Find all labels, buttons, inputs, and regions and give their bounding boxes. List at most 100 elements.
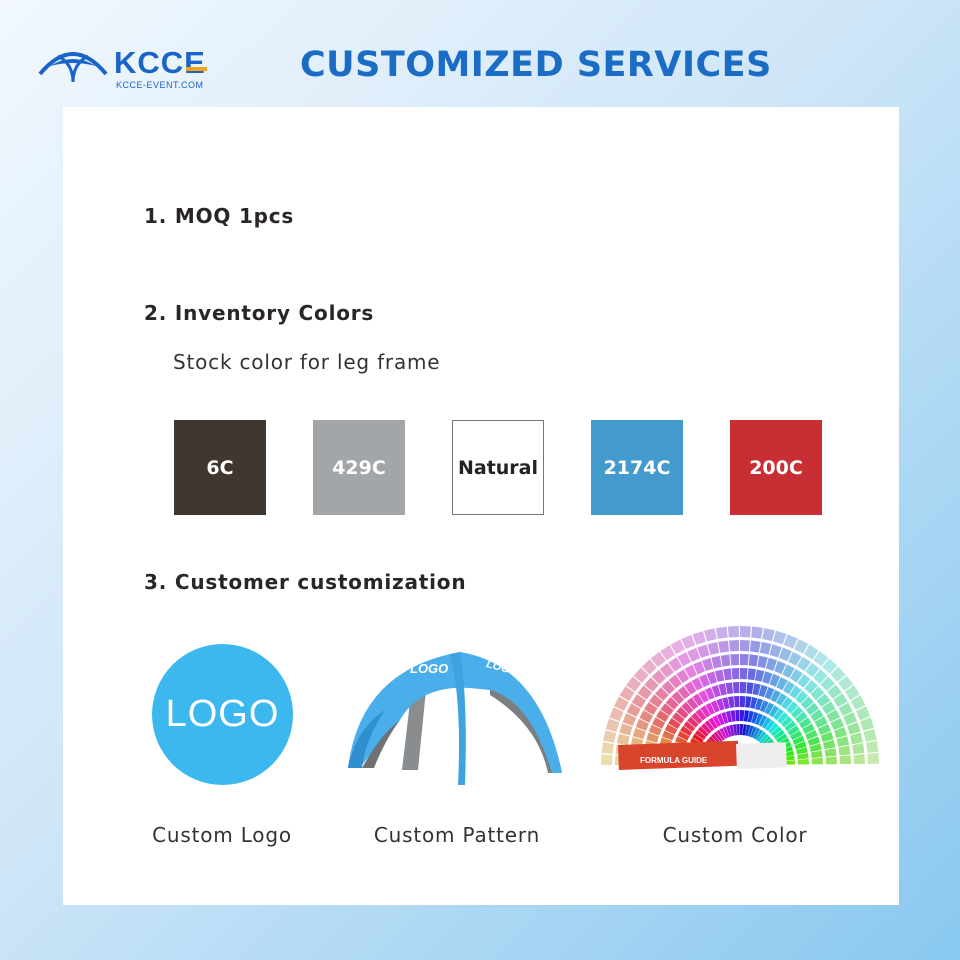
fan-swatch — [788, 651, 802, 666]
fan-swatch — [641, 659, 657, 675]
fan-swatch — [603, 730, 617, 743]
fan-swatch — [755, 698, 763, 711]
fan-swatch — [687, 647, 701, 662]
fan-swatch — [671, 691, 685, 705]
fan-swatch — [601, 754, 613, 765]
fan-swatch — [751, 711, 759, 724]
fan-swatch — [810, 686, 825, 701]
fan-swatch — [740, 724, 744, 736]
fan-swatch — [652, 717, 666, 729]
fan-swatch — [668, 718, 681, 729]
fan-swatch — [722, 726, 730, 738]
fan-swatch — [770, 689, 781, 703]
fan-swatch — [715, 626, 728, 639]
fan-swatch — [755, 713, 763, 725]
fan-swatch — [686, 697, 699, 710]
fan-swatch — [732, 724, 738, 736]
fan-swatch — [697, 644, 710, 658]
fan-swatch — [637, 685, 652, 700]
fan-swatch — [755, 729, 764, 741]
fan-swatch — [771, 726, 782, 737]
fan-swatch — [773, 729, 785, 740]
fan-swatch — [790, 706, 804, 719]
custom-color-fan-image: FORMULA GUIDE — [601, 626, 879, 770]
fan-swatch — [809, 743, 822, 752]
fan-swatch — [622, 713, 637, 726]
fan-swatch — [649, 694, 663, 708]
fan-swatch — [850, 732, 863, 745]
fan-swatch — [825, 756, 837, 765]
fan-swatch — [830, 718, 844, 730]
fan-swatch — [728, 696, 735, 708]
fan-swatch — [765, 719, 775, 731]
fan-swatch — [732, 682, 740, 694]
fan-swatch — [650, 651, 666, 667]
section-inventory-subtext: Stock color for leg frame — [173, 350, 441, 374]
fan-swatch — [774, 660, 786, 674]
fan-swatch — [745, 724, 751, 736]
fan-swatch — [800, 696, 814, 710]
fan-swatch — [735, 710, 740, 722]
fan-swatch — [729, 724, 735, 736]
fan-swatch — [677, 731, 690, 741]
fan-swatch — [866, 740, 879, 753]
fan-swatch — [811, 757, 823, 765]
fan-swatch — [769, 673, 781, 687]
fan-swatch — [740, 668, 748, 680]
fan-swatch — [670, 639, 685, 655]
fan-swatch — [797, 753, 809, 760]
fan-swatch — [867, 752, 879, 764]
page-title: CUSTOMIZED SERVICES — [300, 45, 772, 85]
fan-swatch — [822, 658, 838, 674]
fan-swatch — [817, 724, 831, 735]
fan-swatch — [644, 677, 659, 692]
fan-swatch — [693, 661, 705, 675]
section-customization-heading: 3. Customer customization — [144, 570, 467, 594]
fan-swatch — [799, 717, 812, 729]
fan-swatch — [718, 683, 727, 696]
fan-swatch — [765, 657, 778, 671]
fan-swatch — [787, 725, 800, 736]
fan-swatch — [807, 736, 820, 746]
fan-swatch — [759, 641, 772, 655]
fan-swatch — [836, 736, 850, 747]
fan-swatch — [764, 687, 775, 700]
fan-swatch — [648, 724, 662, 736]
fan-swatch — [750, 726, 757, 738]
fan-swatch — [639, 710, 653, 723]
fan-swatch — [833, 693, 848, 708]
fan-swatch — [665, 697, 679, 710]
fan-swatch — [764, 702, 774, 715]
custom-pattern-tent-image: LOGO LOGO — [348, 652, 562, 785]
fan-swatch — [783, 634, 798, 649]
fan-swatch — [711, 685, 721, 698]
fan-swatch — [697, 726, 709, 737]
fan-swatch — [747, 710, 754, 723]
fan-swatch — [695, 708, 707, 721]
fan-swatch — [758, 684, 768, 698]
fan-swatch — [716, 698, 725, 711]
fan-swatch — [790, 730, 803, 740]
fan-swatch — [754, 669, 765, 682]
fan-swatch — [853, 754, 865, 764]
fan-swatch — [712, 715, 722, 727]
fan-swatch — [779, 647, 792, 662]
fan-swatch — [680, 725, 693, 736]
fan-swatch — [773, 630, 787, 645]
fan-swatch — [769, 644, 782, 658]
fan-swatch — [721, 712, 729, 724]
fan-swatch — [768, 722, 779, 734]
fan-swatch — [839, 755, 851, 765]
fan-swatch — [794, 741, 807, 750]
fan-swatch — [702, 658, 714, 671]
fan-swatch — [723, 668, 732, 681]
fan-swatch — [847, 722, 861, 735]
fan-swatch — [700, 705, 711, 718]
fan-swatch — [601, 742, 614, 754]
fan-swatch — [745, 696, 752, 708]
fan-swatch — [852, 743, 865, 755]
fan-swatch — [609, 707, 624, 722]
fan-swatch — [777, 712, 789, 724]
fan-swatch — [758, 715, 768, 727]
fan-swatch — [740, 654, 749, 666]
